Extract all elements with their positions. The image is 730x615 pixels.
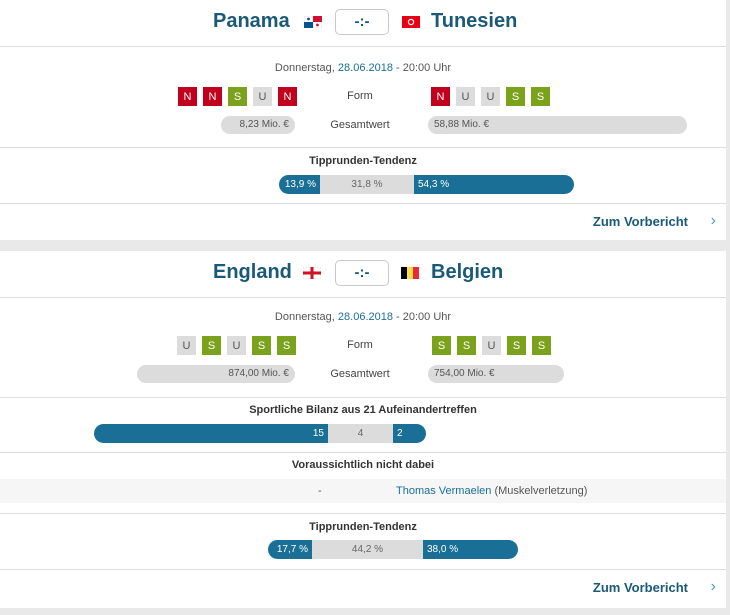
tendency-away: 38,0 %	[423, 540, 518, 559]
divider	[0, 147, 726, 148]
match-header: England -:- Belgien	[0, 251, 726, 298]
home-form-result: U	[176, 335, 197, 356]
h2h-draws: 4	[328, 424, 393, 443]
preview-link[interactable]: Zum Vorbericht	[592, 214, 688, 229]
match-date: Donnerstag, 28.06.2018 - 20:00 Uhr	[274, 311, 452, 323]
home-value: 8,23 Mio. €	[221, 116, 295, 134]
away-value: 754,00 Mio. €	[428, 365, 564, 383]
divider	[0, 569, 726, 570]
away-value: 58,88 Mio. €	[428, 116, 687, 134]
h2h-away-wins: 2	[393, 424, 426, 443]
away-form-result: U	[481, 335, 502, 356]
score-box[interactable]: -:-	[335, 9, 389, 35]
absent-away: Thomas Vermaelen (Muskelverletzung)	[396, 485, 587, 497]
away-form-result: N	[430, 86, 451, 107]
home-form-result: S	[201, 335, 222, 356]
england-flag-icon	[303, 267, 321, 279]
form-label: Form	[347, 339, 373, 351]
absent-home: -	[318, 485, 322, 497]
away-form-result: S	[456, 335, 477, 356]
panama-flag-icon	[304, 16, 322, 28]
divider	[0, 452, 726, 453]
tendency-home: 13,9 %	[279, 175, 320, 194]
absent-row: - Thomas Vermaelen (Muskelverletzung)	[0, 479, 726, 503]
match-card-england-belgien: England -:- Belgien Donnerstag, 28.06.20…	[0, 251, 726, 608]
tendency-away: 54,3 %	[414, 175, 574, 194]
absent-reason: (Muskelverletzung)	[494, 485, 588, 497]
away-form-result: S	[530, 86, 551, 107]
absent-title: Voraussichtlich nicht dabei	[291, 459, 435, 471]
home-form-result: N	[177, 86, 198, 107]
tendency-title: Tipprunden-Tendenz	[309, 521, 417, 533]
away-form-result: S	[531, 335, 552, 356]
match-card-panama-tunesien: Panama -:- Tunesien Donnerstag, 28.06.20…	[0, 0, 726, 240]
home-form-result: U	[226, 335, 247, 356]
belgium-flag-icon	[401, 267, 419, 279]
h2h-title: Sportliche Bilanz aus 21 Aufeinandertref…	[249, 404, 477, 416]
date-link[interactable]: 28.06.2018	[337, 311, 393, 323]
tendency-draw: 31,8 %	[320, 175, 414, 194]
chevron-right-icon[interactable]: ›	[710, 578, 716, 595]
form-label: Form	[347, 90, 373, 102]
divider	[0, 513, 726, 514]
date-link[interactable]: 28.06.2018	[337, 62, 393, 74]
home-form-result: S	[227, 86, 248, 107]
tendency-title: Tipprunden-Tendenz	[309, 155, 417, 167]
preview-link[interactable]: Zum Vorbericht	[592, 580, 688, 595]
absent-player-link[interactable]: Thomas Vermaelen	[396, 485, 492, 497]
divider	[0, 203, 726, 204]
away-form-result: S	[506, 335, 527, 356]
home-form-result: N	[202, 86, 223, 107]
home-team[interactable]: England	[213, 261, 292, 283]
tendency-draw: 44,2 %	[312, 540, 423, 559]
h2h-home-wins: 15	[94, 424, 328, 443]
match-date: Donnerstag, 28.06.2018 - 20:00 Uhr	[274, 62, 452, 74]
home-form-result: N	[277, 86, 298, 107]
home-value: 874,00 Mio. €	[137, 365, 295, 383]
away-team[interactable]: Belgien	[431, 261, 504, 283]
divider	[0, 397, 726, 398]
away-form-result: S	[431, 335, 452, 356]
home-form-result: S	[276, 335, 297, 356]
tunisia-flag-icon	[402, 16, 420, 28]
score-box[interactable]: -:-	[335, 260, 389, 286]
away-team[interactable]: Tunesien	[431, 10, 518, 32]
tendency-home: 17,7 %	[268, 540, 312, 559]
match-header: Panama -:- Tunesien	[0, 0, 726, 47]
away-form-result: U	[455, 86, 476, 107]
home-form-result: U	[252, 86, 273, 107]
value-label: Gesamtwert	[330, 368, 390, 380]
value-label: Gesamtwert	[330, 119, 390, 131]
home-form-result: S	[251, 335, 272, 356]
away-form-result: S	[505, 86, 526, 107]
chevron-right-icon[interactable]: ›	[710, 212, 716, 229]
home-team[interactable]: Panama	[213, 10, 290, 32]
away-form-result: U	[480, 86, 501, 107]
